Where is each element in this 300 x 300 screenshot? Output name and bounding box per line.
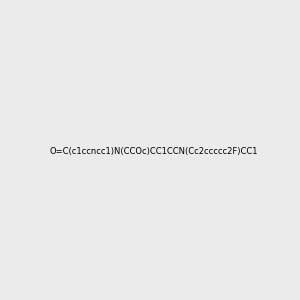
Text: O=C(c1ccncc1)N(CCOc)CC1CCN(Cc2ccccc2F)CC1: O=C(c1ccncc1)N(CCOc)CC1CCN(Cc2ccccc2F)CC… — [50, 147, 258, 156]
